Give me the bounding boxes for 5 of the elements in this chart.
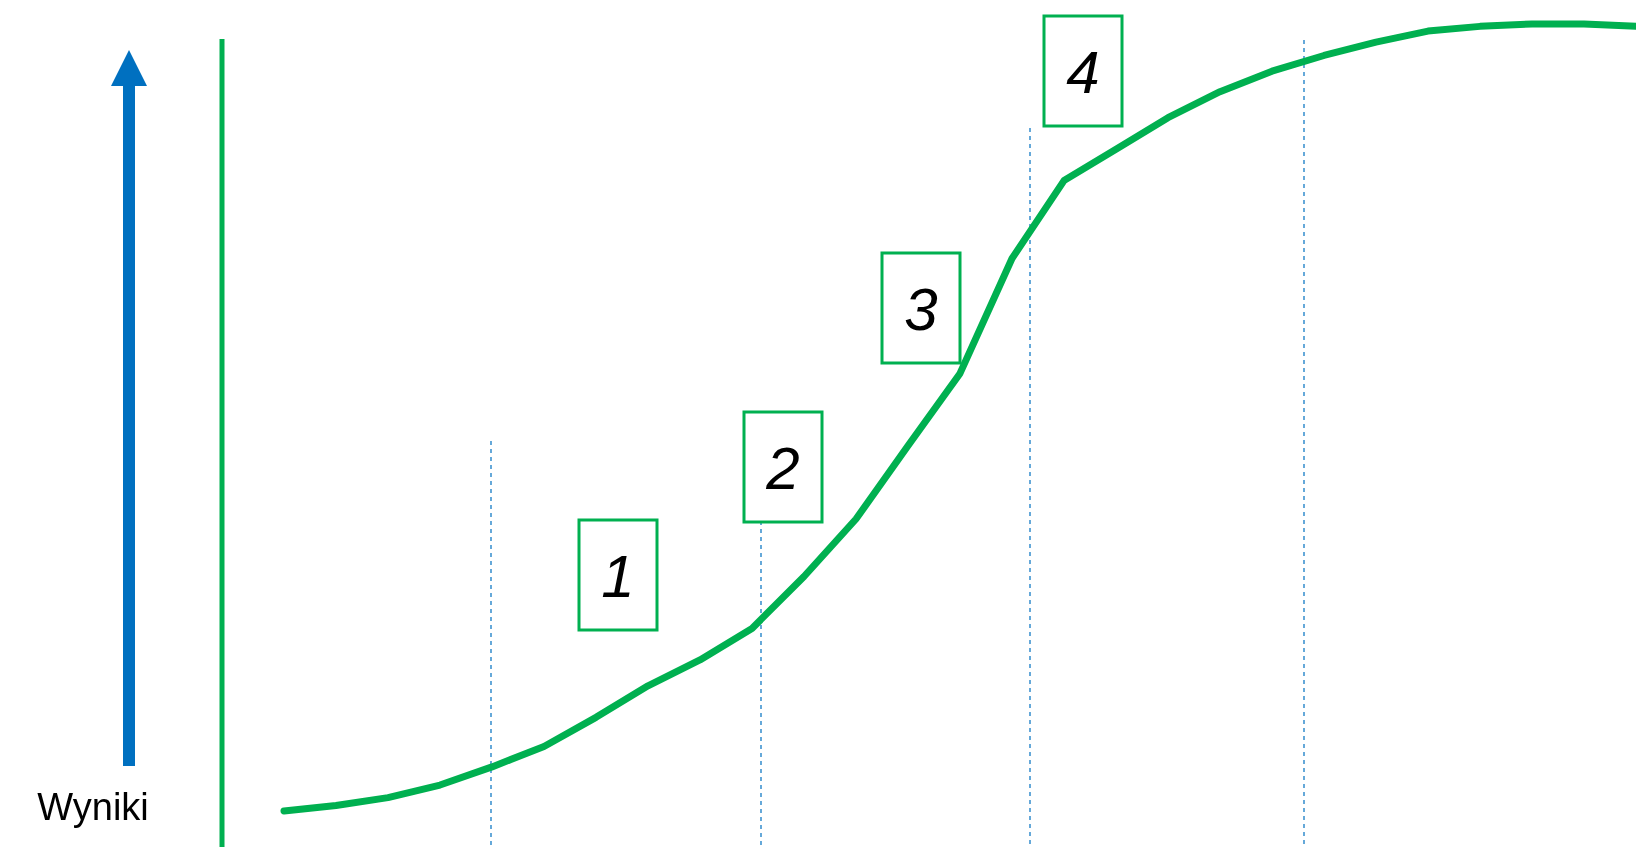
- annotation: 1: [601, 543, 635, 610]
- annotation: 2: [765, 435, 800, 502]
- annotation: 3: [904, 276, 938, 343]
- annotation: 4: [1066, 39, 1100, 106]
- y-axis-title: Wyniki: [37, 786, 149, 828]
